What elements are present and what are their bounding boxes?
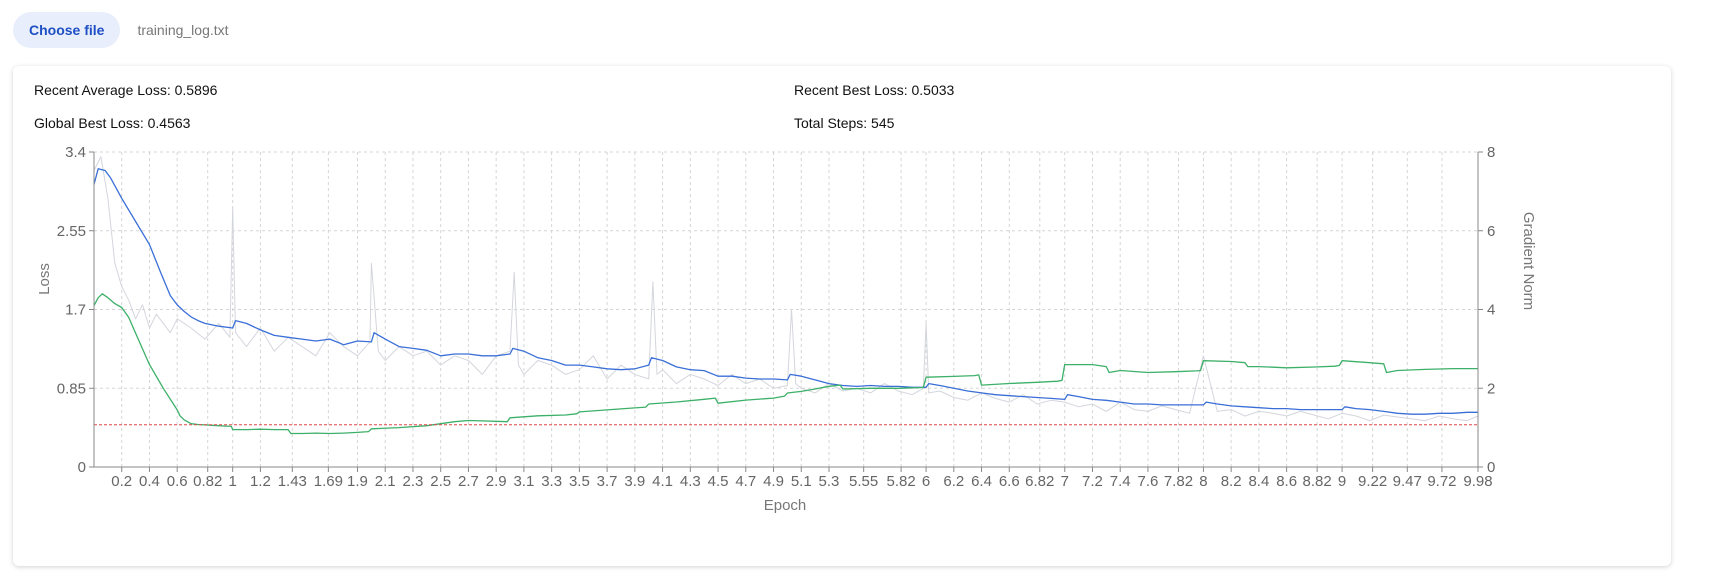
x-tick-label: 8 xyxy=(1199,473,1207,490)
chart-axes: Loss Gradient Norm Epoch 0.2 0.4 0.6 0.82 1 1… xyxy=(36,144,1537,514)
y2-tick-label: 2 xyxy=(1487,380,1495,397)
x-tick-label: 3.9 xyxy=(624,473,645,490)
x-tick-label: 1.9 xyxy=(347,473,368,490)
chart-series xyxy=(93,156,1479,435)
y2-tick-label: 4 xyxy=(1487,302,1495,319)
x-tick-label: 5.82 xyxy=(887,473,916,490)
y-tick-label: 1.7 xyxy=(65,302,86,319)
x-tick-label: 0.6 xyxy=(167,473,188,490)
x-tick-label: 6 xyxy=(922,473,930,490)
x-tick-label: 2.9 xyxy=(486,473,507,490)
x-tick-label: 4.5 xyxy=(708,473,729,490)
x-tick-label: 6.6 xyxy=(999,473,1020,490)
x-tick-label: 1.2 xyxy=(250,473,271,490)
y-tick-label: 0 xyxy=(78,459,86,476)
total-steps: Total Steps: 545 xyxy=(794,115,895,131)
x-tick-label: 7.4 xyxy=(1110,473,1131,490)
recent-best-loss: Recent Best Loss: 0.5033 xyxy=(794,82,955,98)
x-tick-label: 9.98 xyxy=(1463,473,1492,490)
x-tick-label: 7.2 xyxy=(1082,473,1103,490)
chart-grid xyxy=(94,151,1479,468)
x-tick-label: 0.82 xyxy=(193,473,222,490)
smoothed-loss-line xyxy=(93,168,1478,415)
x-tick-label: 6.82 xyxy=(1025,473,1054,490)
x-tick-label: 3.5 xyxy=(569,473,590,490)
x-tick-label: 1 xyxy=(229,473,237,490)
x-tick-label: 3.3 xyxy=(541,473,562,490)
x-tick-label: 4.7 xyxy=(735,473,756,490)
y2-axis-title: Gradient Norm xyxy=(1520,212,1537,310)
choose-file-button[interactable]: Choose file xyxy=(13,12,121,48)
x-tick-label: 4.9 xyxy=(763,473,784,490)
loss-chart: Loss Gradient Norm Epoch 0.2 0.4 0.6 0.82 1 1… xyxy=(36,144,1537,514)
recent-average-loss: Recent Average Loss: 0.5896 xyxy=(34,82,218,98)
x-tick-label: 8.82 xyxy=(1303,473,1332,490)
x-tick-label: 7.6 xyxy=(1138,473,1159,490)
x-tick-label: 8.2 xyxy=(1221,473,1242,490)
global-best-loss: Global Best Loss: 0.4563 xyxy=(34,115,191,131)
gradient-norm-line xyxy=(93,293,1478,435)
x-tick-label: 0.4 xyxy=(139,473,160,490)
x-tick-label: 4.1 xyxy=(652,473,673,490)
x-tick-label: 4.3 xyxy=(680,473,701,490)
raw-loss-line xyxy=(93,156,1479,422)
y2-tick-label: 6 xyxy=(1487,223,1495,240)
y-tick-label: 0.85 xyxy=(57,380,86,397)
x-tick-label: 2.7 xyxy=(458,473,479,490)
x-tick-label: 8.6 xyxy=(1276,473,1297,490)
x-tick-label: 2.3 xyxy=(403,473,424,490)
x-tick-label: 3.7 xyxy=(597,473,618,490)
x-tick-label: 1.43 xyxy=(278,473,307,490)
x-tick-label: 6.2 xyxy=(943,473,964,490)
x-tick-label: 6.4 xyxy=(971,473,992,490)
x-tick-label: 9.47 xyxy=(1393,473,1422,490)
x-tick-label: 2.1 xyxy=(375,473,396,490)
x-tick-label: 3.1 xyxy=(513,473,534,490)
x-tick-label: 1.69 xyxy=(314,473,343,490)
file-picker: Choose file training_log.txt xyxy=(13,12,229,48)
x-tick-label: 9.22 xyxy=(1358,473,1387,490)
y-axis-title: Loss xyxy=(36,263,53,295)
x-tick-label: 5.1 xyxy=(791,473,812,490)
stats-card: Recent Average Loss: 0.5896 Recent Best … xyxy=(13,66,1671,566)
selected-file-name: training_log.txt xyxy=(137,22,229,38)
y2-tick-label: 0 xyxy=(1487,459,1495,476)
x-tick-label: 8.4 xyxy=(1248,473,1269,490)
x-tick-label: 5.3 xyxy=(819,473,840,490)
x-tick-label: 7 xyxy=(1061,473,1069,490)
x-tick-label: 0.2 xyxy=(111,473,132,490)
y-tick-label: 2.55 xyxy=(57,223,86,240)
x-tick-label: 9.72 xyxy=(1427,473,1456,490)
y2-tick-label: 8 xyxy=(1487,144,1495,161)
x-axis-title: Epoch xyxy=(764,497,807,514)
x-tick-label: 5.55 xyxy=(849,473,878,490)
y-tick-label: 3.4 xyxy=(65,144,86,161)
x-tick-label: 7.82 xyxy=(1164,473,1193,490)
x-tick-label: 2.5 xyxy=(430,473,451,490)
x-tick-label: 9 xyxy=(1338,473,1346,490)
